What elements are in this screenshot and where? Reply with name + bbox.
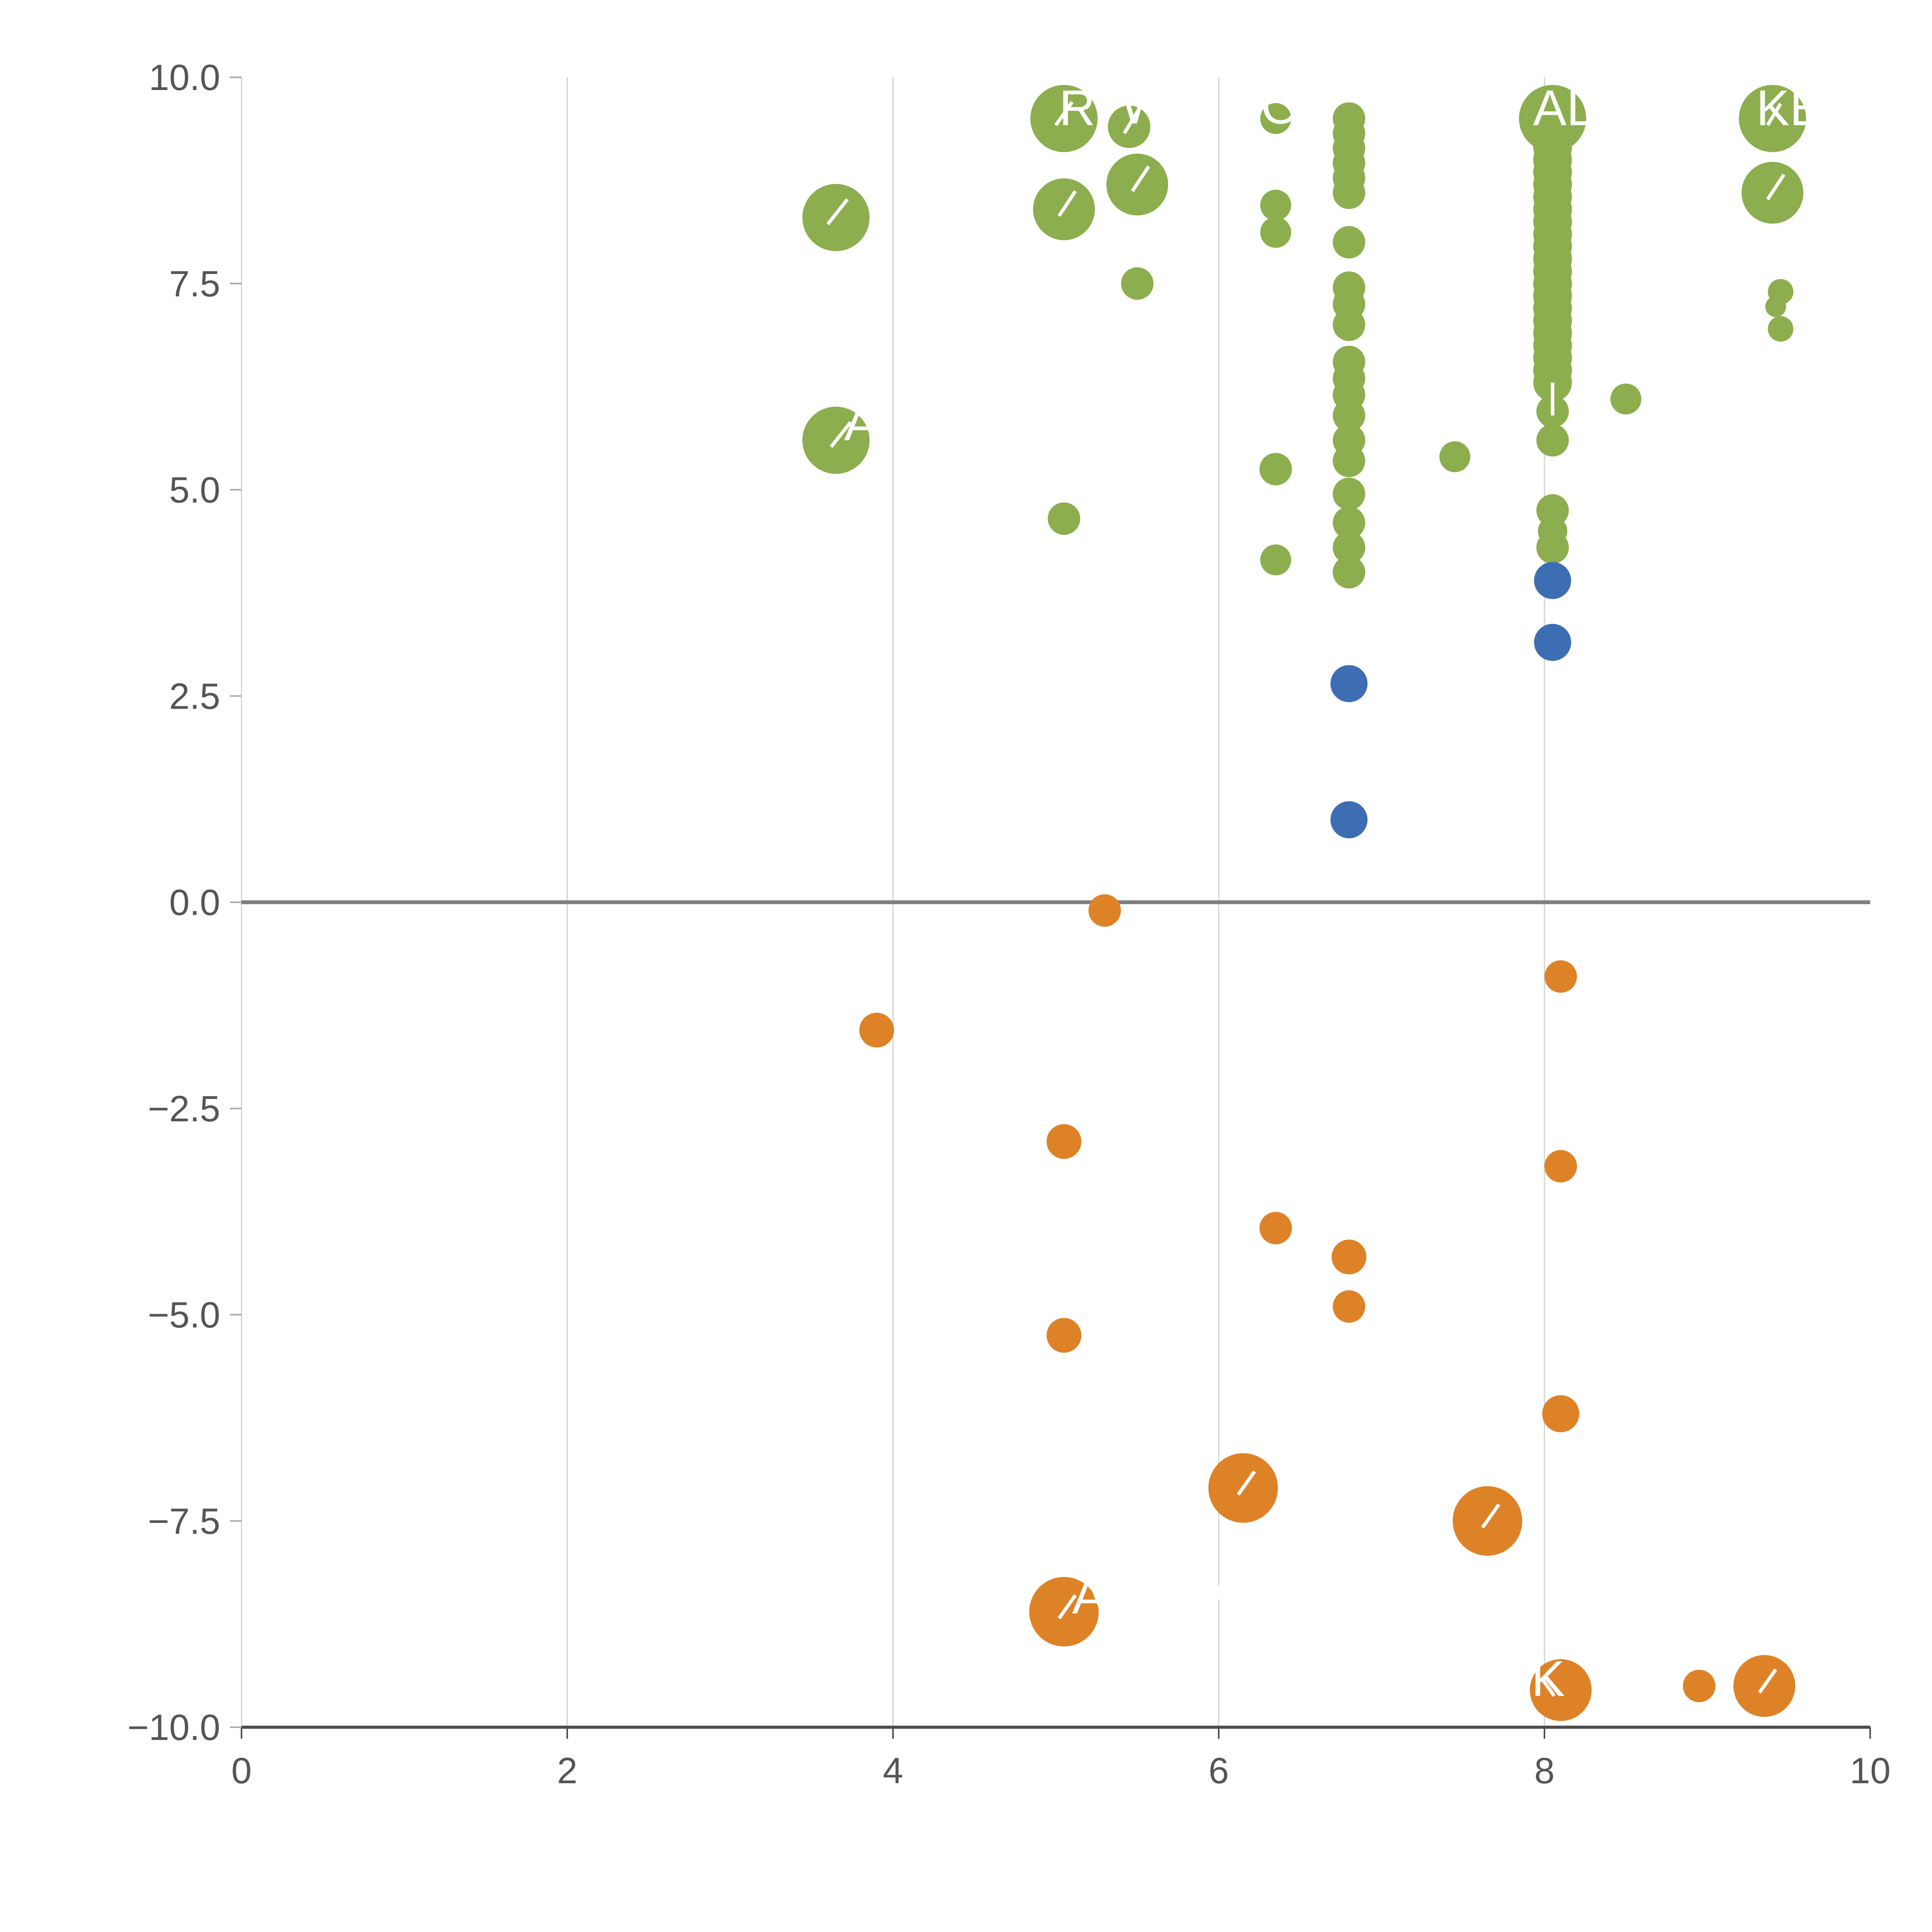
data-point-blue: [1534, 624, 1571, 661]
label-leader-line: [1481, 1503, 1500, 1529]
y-tick-label: −2.5: [148, 1088, 220, 1129]
y-tick-label: −7.5: [148, 1501, 220, 1542]
label-leader-line: [1758, 1668, 1777, 1694]
data-point-green: [1768, 316, 1794, 342]
y-tick-label: 0.0: [169, 882, 220, 923]
y-tick-label: −10.0: [128, 1707, 220, 1748]
label-leader-line: [1122, 111, 1139, 134]
bubble-label: R: [1059, 80, 1095, 136]
data-point-green: [1260, 103, 1291, 134]
data-point-green: [1333, 531, 1366, 564]
data-point-green: [1439, 441, 1471, 473]
x-tick-label: 10: [1850, 1750, 1891, 1791]
bubble-label: O: [1261, 78, 1300, 134]
data-point-green: [1121, 267, 1154, 300]
y-tick-label: −5.0: [148, 1295, 220, 1336]
y-tick-label: 2.5: [169, 676, 220, 717]
x-tick-label: 4: [883, 1750, 903, 1791]
data-point-green: [1533, 363, 1572, 402]
data-point-blue: [1330, 665, 1368, 702]
label-leader-line: [1539, 1677, 1556, 1697]
y-tick-label: 7.5: [169, 264, 220, 304]
data-point-green: [1536, 424, 1569, 457]
bubble-label: A: [844, 395, 878, 451]
label-leader-line: [1054, 101, 1074, 126]
data-point-green: [1333, 308, 1366, 341]
data-point-green: [1259, 453, 1292, 486]
label-leader-line: [1058, 1594, 1077, 1619]
data-point-orange: [1544, 960, 1577, 993]
data-point-orange: [1088, 894, 1121, 927]
data-point-green: [1536, 531, 1569, 564]
x-tick-label: 0: [231, 1750, 252, 1791]
data-point-green: [1333, 478, 1366, 510]
label-leader-line: [830, 421, 852, 448]
data-point-green: [1333, 444, 1366, 477]
data-point-green: [1536, 494, 1569, 527]
data-point-green: [1333, 506, 1366, 539]
data-point-green: [1048, 502, 1080, 535]
data-point-orange: [1259, 1212, 1292, 1245]
x-tick-label: 8: [1534, 1750, 1555, 1791]
data-point-green: [1333, 226, 1366, 259]
bubble-label: W: [1121, 78, 1168, 134]
data-point-green: [802, 184, 870, 251]
bubble-label: K: [1531, 1650, 1565, 1707]
data-point-orange: [1542, 1395, 1580, 1432]
bubble-label: KE: [1756, 80, 1823, 136]
data-point-green: [1260, 544, 1291, 575]
data-point-orange: [859, 1012, 894, 1048]
y-tick-label: 10.0: [149, 57, 220, 98]
data-point-blue: [1534, 562, 1571, 599]
label-leader-line: [1766, 102, 1782, 126]
y-tick-label: 5.0: [169, 470, 220, 511]
marks-layer: R W O AD KE A A K: [802, 78, 1823, 1721]
data-point-green: [1333, 399, 1366, 432]
data-point-orange: [1544, 1150, 1577, 1183]
label-leader-line: [1131, 165, 1150, 192]
data-point-orange: [1046, 1318, 1082, 1353]
label-leader-line: [1236, 1470, 1256, 1496]
label-leader-line: [826, 198, 849, 225]
data-point-orange: [1530, 1659, 1592, 1721]
label-leader-line: [1058, 190, 1077, 217]
x-tick-label: 6: [1209, 1750, 1229, 1791]
data-point-green: [1333, 556, 1366, 588]
x-tick-label: 2: [557, 1750, 578, 1791]
data-point-orange: [1333, 1290, 1366, 1323]
data-point-orange: [1332, 1240, 1367, 1275]
data-point-orange: [1683, 1670, 1716, 1702]
data-point-orange: [1046, 1124, 1082, 1159]
data-point-blue: [1330, 801, 1368, 838]
label-leader-line: [1766, 173, 1786, 201]
data-point-green: [1030, 85, 1098, 152]
data-point-green: [1610, 383, 1641, 415]
data-point-green: [1260, 189, 1291, 221]
bubble-label: A: [1072, 1568, 1106, 1624]
label-leader-line: [1215, 1585, 1222, 1600]
data-point-green: [1333, 176, 1366, 209]
data-point-green: [1765, 296, 1786, 317]
bubble-label: AD: [1533, 80, 1603, 136]
data-point-green: [1260, 217, 1291, 248]
